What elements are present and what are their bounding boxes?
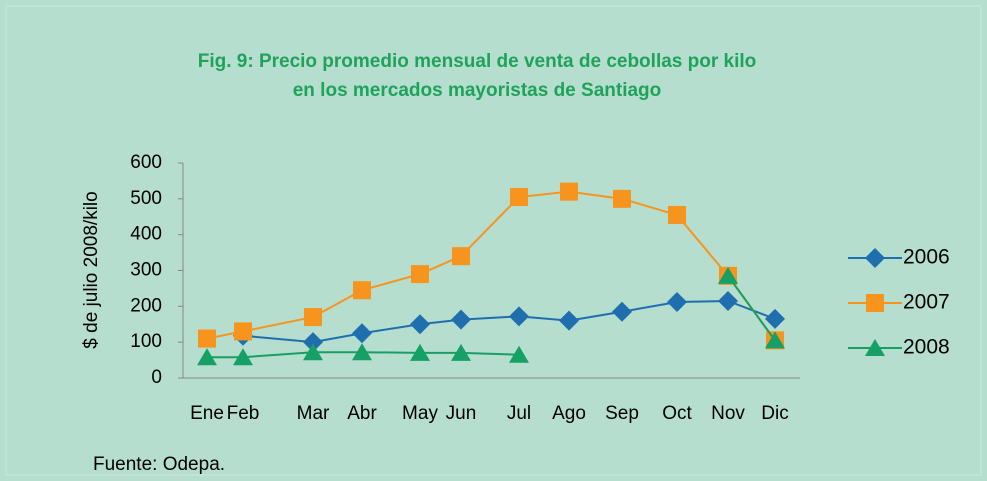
point bbox=[303, 332, 323, 353]
source: Fuente: Odepa. bbox=[93, 454, 225, 475]
y-tick-label: 600 bbox=[130, 152, 162, 173]
x-tick-label: May bbox=[402, 403, 438, 424]
point bbox=[765, 308, 785, 329]
chart-title: Fig. 9: Precio promedio mensual de venta… bbox=[198, 51, 757, 72]
x-tick-label: Feb bbox=[227, 403, 260, 424]
legend-label: 2008 bbox=[903, 336, 950, 359]
x-tick-label: Sep bbox=[605, 403, 639, 424]
point bbox=[667, 292, 687, 313]
y-tick-label: 300 bbox=[130, 260, 162, 281]
y-tick-label: 200 bbox=[130, 295, 162, 316]
legend-marker bbox=[865, 248, 885, 268]
x-tick-label: Nov bbox=[711, 403, 745, 424]
x-tick-label: Jul bbox=[507, 403, 531, 424]
y-tick-label: 400 bbox=[130, 224, 162, 245]
point bbox=[452, 247, 470, 266]
point bbox=[304, 308, 322, 327]
point bbox=[197, 348, 217, 366]
point bbox=[198, 329, 216, 348]
point bbox=[510, 188, 528, 207]
point bbox=[352, 323, 372, 344]
legend-label: 2007 bbox=[903, 291, 950, 314]
plot-frame bbox=[5, 5, 982, 476]
point bbox=[612, 301, 632, 322]
x-tick-label: Dic bbox=[761, 403, 788, 424]
point bbox=[451, 309, 471, 330]
series-line bbox=[206, 190, 776, 341]
legend-marker bbox=[865, 339, 885, 356]
point bbox=[509, 345, 529, 363]
x-tick-label: Ene bbox=[190, 403, 224, 424]
point bbox=[613, 189, 631, 208]
x-tick-label: Ago bbox=[552, 403, 586, 424]
point bbox=[303, 343, 323, 361]
point bbox=[352, 343, 372, 361]
point bbox=[353, 281, 371, 300]
point bbox=[509, 306, 529, 327]
point bbox=[765, 331, 785, 349]
point bbox=[559, 310, 579, 331]
y-axis-label: $ de julio 2008/kilo bbox=[81, 191, 102, 348]
point bbox=[560, 182, 578, 201]
point bbox=[451, 343, 471, 361]
point bbox=[233, 348, 253, 366]
x-tick-label: Mar bbox=[297, 403, 330, 424]
x-tick-label: Abr bbox=[347, 403, 377, 424]
y-tick-label: 100 bbox=[130, 331, 162, 352]
chart-subtitle: en los mercados mayoristas de Santiago bbox=[293, 80, 662, 101]
point bbox=[410, 314, 430, 335]
point bbox=[411, 265, 429, 284]
point bbox=[234, 322, 252, 341]
point bbox=[668, 205, 686, 224]
y-tick-label: 0 bbox=[151, 367, 162, 388]
legend-marker bbox=[866, 294, 884, 312]
y-tick-label: 500 bbox=[130, 188, 162, 209]
legend-label: 2006 bbox=[903, 246, 950, 269]
point bbox=[718, 266, 738, 284]
x-tick-label: Jun bbox=[446, 403, 477, 424]
point bbox=[718, 290, 738, 311]
point bbox=[410, 343, 430, 361]
x-tick-label: Oct bbox=[662, 403, 692, 424]
